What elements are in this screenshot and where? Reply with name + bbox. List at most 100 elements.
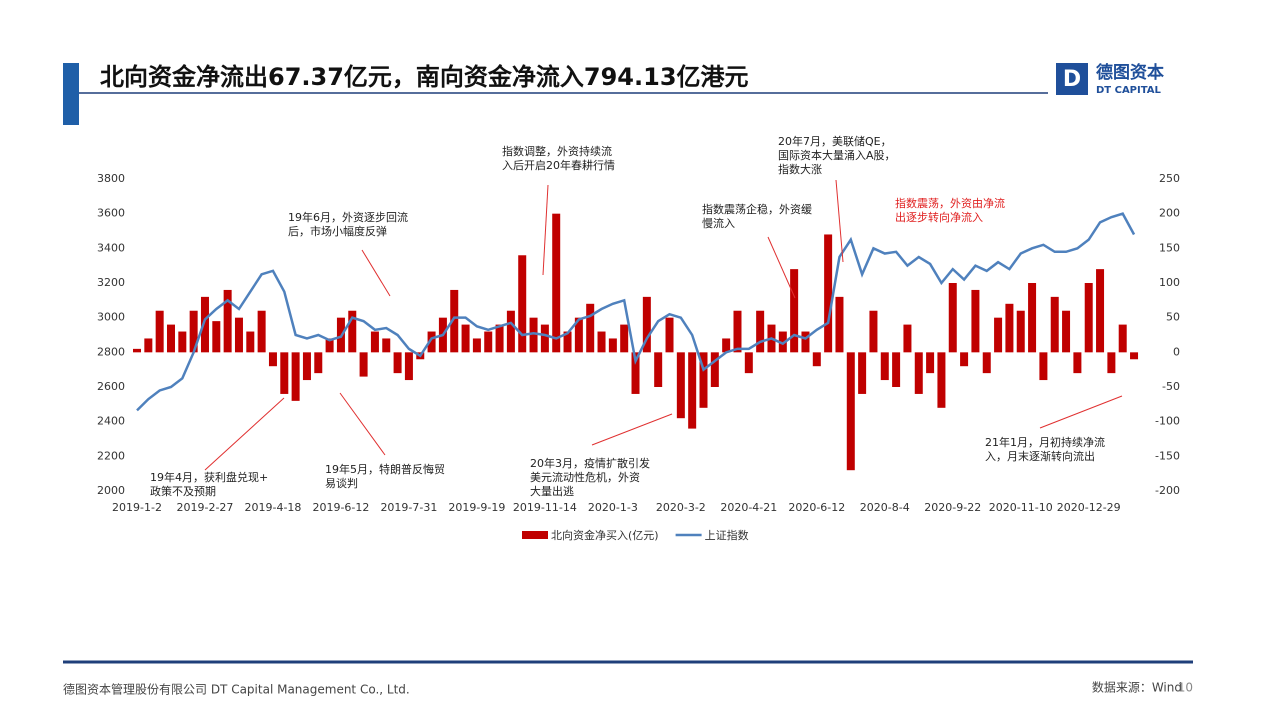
annotation: 易谈判 [325,477,358,490]
bar [1130,352,1139,360]
bar [960,352,969,367]
footer-source: 数据来源：Wind [1092,680,1182,695]
bar [676,352,685,419]
x-tick-label: 2020-3-2 [656,501,706,514]
annotation: 20年3月，疫情扩散引发 [530,456,650,470]
plot: 2000220024002600280030003200340036003800… [97,134,1180,542]
bar [506,310,515,353]
bar [710,352,719,387]
title: 北向资金净流出67.37亿元，南向资金净流入794.13亿港元 [100,63,749,91]
bar [529,317,538,353]
bar [597,331,606,353]
bar [914,352,923,394]
bar [665,317,674,353]
x-tick-label: 2019-9-19 [448,501,505,514]
index-line [136,212,1136,412]
bar [1118,324,1127,353]
bar [722,338,731,353]
annotation: 出逐步转向净流入 [895,210,983,224]
bar [393,352,402,374]
x-tick-label: 2020-6-12 [788,501,845,514]
bar [1084,283,1093,353]
bar [302,352,311,381]
y2-tick-label: -50 [1162,380,1180,393]
bar [790,269,799,353]
annotation: 入后开启20年春耕行情 [502,158,615,172]
x-tick-label: 2020-8-4 [860,501,910,514]
bar [1050,296,1059,353]
y2-tick-label: 100 [1159,276,1180,289]
bar [846,352,855,471]
logo-icon [1056,63,1088,95]
y-tick-label: 2400 [97,415,125,428]
bar [994,317,1003,353]
logo-en: DT CAPITAL [1096,85,1162,96]
y2-tick-label: -150 [1155,449,1180,462]
annotation: 大量出逃 [530,484,574,498]
logo-cn: 德图资本 [1096,62,1164,83]
footer-company: 德图资本管理股份有限公司 DT Capital Management Co., … [63,682,410,697]
bar [552,213,561,353]
bar [223,289,232,353]
bar [518,255,527,353]
logo-d: D [1063,67,1081,92]
x-tick-label: 2020-1-3 [588,501,638,514]
bar [563,331,572,353]
bar [246,331,255,353]
bar [926,352,935,374]
bar [699,352,708,408]
bar [982,352,991,374]
bar [812,352,821,367]
annotation: 指数调整，外资持续流 [502,144,612,158]
bar [620,324,629,353]
bar [971,289,980,353]
x-tick-label: 2019-11-14 [513,501,577,514]
bar [200,296,209,353]
bar [212,321,221,353]
y2-tick-label: 150 [1159,241,1180,254]
bar [880,352,889,381]
bar [903,324,912,353]
bar [133,348,141,353]
bar [144,338,153,353]
bar [325,338,334,353]
bar [892,352,901,387]
bar [654,352,663,387]
annotation: 美元流动性危机，外资 [530,470,640,484]
bar [778,331,787,353]
bar [472,338,481,353]
bar [948,283,957,353]
bar [484,331,493,353]
legend-label: 上证指数 [705,528,749,542]
annotation: 指数震荡，外资由净流 [895,196,1005,210]
bar [189,310,198,353]
bar [756,310,765,353]
bar [370,331,379,353]
annotation: 19年4月，获利盘兑现+ [150,470,268,484]
bar [869,310,878,353]
bar [268,352,277,367]
y-tick-label: 3800 [97,172,125,185]
bar [744,352,753,374]
bar [166,324,175,353]
bar [257,310,266,353]
y2-tick-label: -200 [1155,484,1180,497]
y-tick-label: 2600 [97,380,125,393]
annotation: 国际资本大量涌入A股， [778,148,896,162]
bar [1039,352,1048,381]
y2-tick-label: 0 [1173,345,1180,358]
bar [608,338,617,353]
annotation: 19年6月，外资逐步回流 [288,210,408,224]
bar [155,310,164,353]
bar [1028,283,1037,353]
page-number: 10 [1178,681,1193,695]
arrows [204,179,1123,471]
y2-tick-label: -100 [1155,415,1180,428]
bar [801,331,810,353]
y-tick-label: 2200 [97,449,125,462]
x-tick-label: 2019-2-27 [177,501,234,514]
bar [495,324,504,353]
annotation: 19年5月，特朗普反悔贸 [325,462,445,476]
bar [937,352,946,408]
